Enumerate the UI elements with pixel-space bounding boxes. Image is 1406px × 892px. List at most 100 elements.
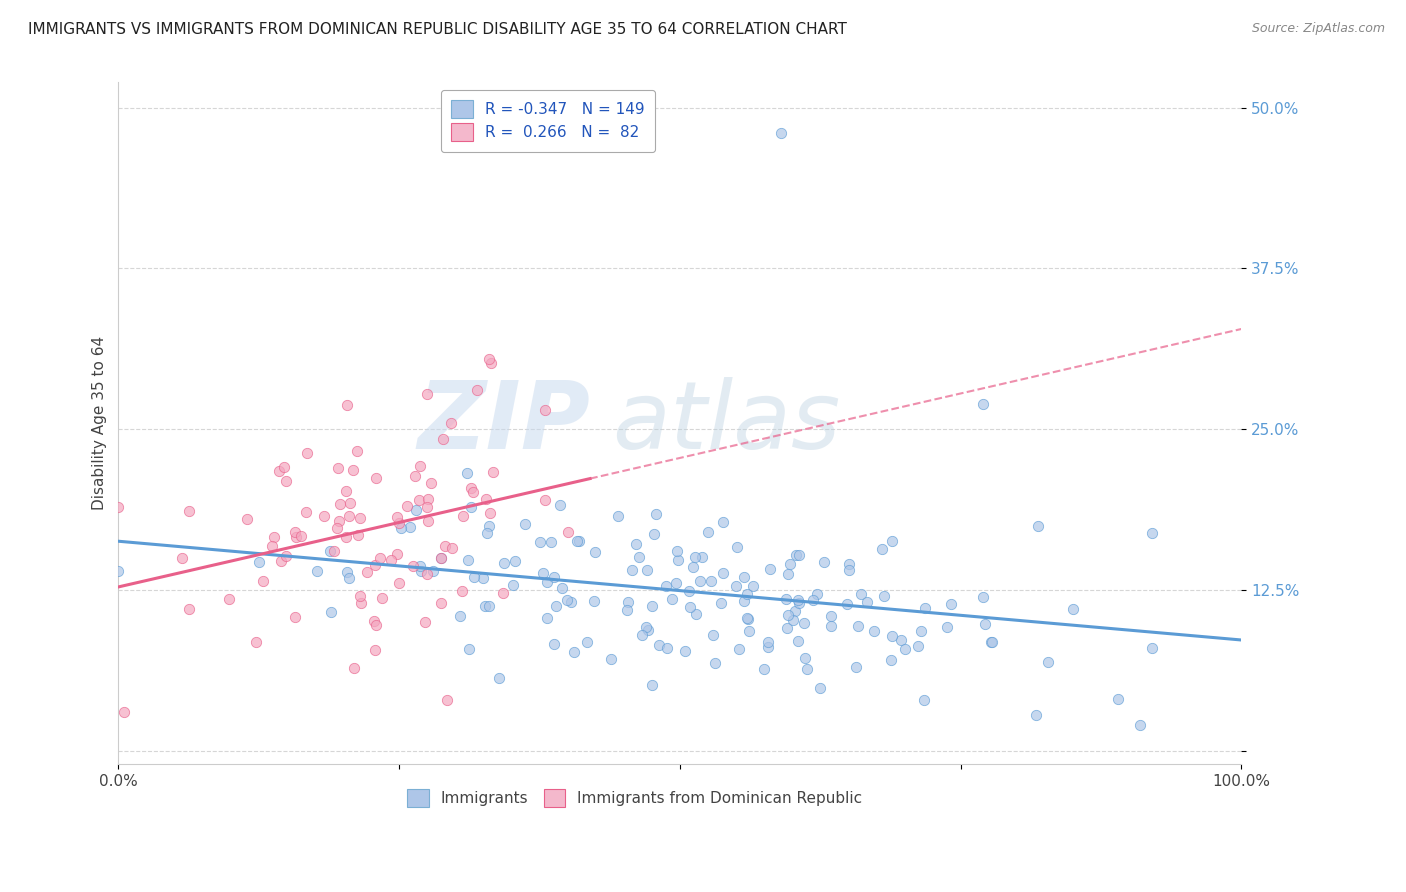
Point: [856, 595, 879, 609]
Point: [600, 652, 623, 666]
Point: [555, 592, 578, 607]
Text: atlas: atlas: [613, 377, 841, 468]
Point: [793, 651, 815, 665]
Point: [682, 560, 704, 574]
Point: [515, 516, 537, 531]
Point: [478, 599, 501, 614]
Point: [416, 387, 439, 401]
Point: [543, 637, 565, 651]
Point: [273, 459, 295, 474]
Legend: Immigrants, Immigrants from Dominican Republic: Immigrants, Immigrants from Dominican Re…: [399, 781, 870, 814]
Point: [482, 465, 505, 479]
Point: [177, 601, 200, 615]
Point: [335, 484, 357, 499]
Point: [775, 592, 797, 607]
Point: [235, 512, 257, 526]
Point: [531, 566, 554, 580]
Point: [845, 659, 868, 673]
Point: [488, 671, 510, 685]
Point: [776, 567, 799, 582]
Point: [776, 621, 799, 635]
Point: [337, 509, 360, 524]
Point: [371, 591, 394, 605]
Point: [544, 599, 567, 613]
Point: [284, 610, 307, 624]
Point: [617, 595, 640, 609]
Point: [440, 541, 463, 556]
Point: [461, 485, 484, 500]
Point: [641, 678, 664, 692]
Point: [342, 463, 364, 477]
Point: [785, 548, 807, 562]
Point: [870, 541, 893, 556]
Point: [894, 642, 917, 657]
Point: [276, 549, 298, 563]
Point: [260, 539, 283, 553]
Point: [290, 529, 312, 543]
Point: [582, 593, 605, 607]
Point: [678, 583, 700, 598]
Point: [337, 571, 360, 585]
Point: [787, 596, 810, 610]
Point: [107, 500, 129, 515]
Point: [756, 635, 779, 649]
Point: [733, 569, 755, 583]
Point: [880, 652, 903, 666]
Point: [685, 607, 707, 622]
Point: [796, 662, 818, 676]
Point: [801, 592, 824, 607]
Point: [408, 492, 430, 507]
Point: [472, 571, 495, 585]
Text: Source: ZipAtlas.com: Source: ZipAtlas.com: [1251, 22, 1385, 36]
Point: [907, 639, 929, 653]
Point: [457, 553, 479, 567]
Point: [364, 642, 387, 657]
Point: [1107, 692, 1129, 706]
Point: [458, 641, 481, 656]
Point: [655, 579, 678, 593]
Point: [679, 599, 702, 614]
Point: [980, 635, 1002, 649]
Point: [418, 514, 440, 528]
Point: [276, 474, 298, 488]
Point: [643, 527, 665, 541]
Point: [636, 563, 658, 577]
Point: [409, 559, 432, 574]
Point: [529, 534, 551, 549]
Point: [385, 547, 408, 561]
Point: [626, 536, 648, 550]
Point: [449, 609, 471, 624]
Point: [349, 589, 371, 603]
Point: [405, 503, 427, 517]
Point: [479, 356, 502, 370]
Point: [806, 587, 828, 601]
Point: [396, 499, 419, 513]
Point: [312, 508, 335, 523]
Point: [838, 563, 860, 577]
Point: [637, 623, 659, 637]
Point: [607, 508, 630, 523]
Point: [416, 500, 439, 514]
Point: [645, 507, 668, 521]
Point: [972, 591, 994, 605]
Point: [702, 628, 724, 642]
Point: [835, 597, 858, 611]
Point: [456, 467, 478, 481]
Point: [620, 563, 643, 577]
Point: [478, 351, 501, 366]
Point: [735, 610, 758, 624]
Point: [451, 583, 474, 598]
Point: [683, 549, 706, 564]
Point: [939, 597, 962, 611]
Point: [1025, 707, 1047, 722]
Point: [737, 612, 759, 626]
Point: [661, 591, 683, 606]
Point: [793, 615, 815, 630]
Text: ZIP: ZIP: [418, 376, 591, 469]
Point: [404, 469, 426, 483]
Point: [430, 596, 453, 610]
Point: [247, 555, 270, 569]
Point: [565, 533, 588, 548]
Point: [562, 645, 585, 659]
Point: [560, 594, 582, 608]
